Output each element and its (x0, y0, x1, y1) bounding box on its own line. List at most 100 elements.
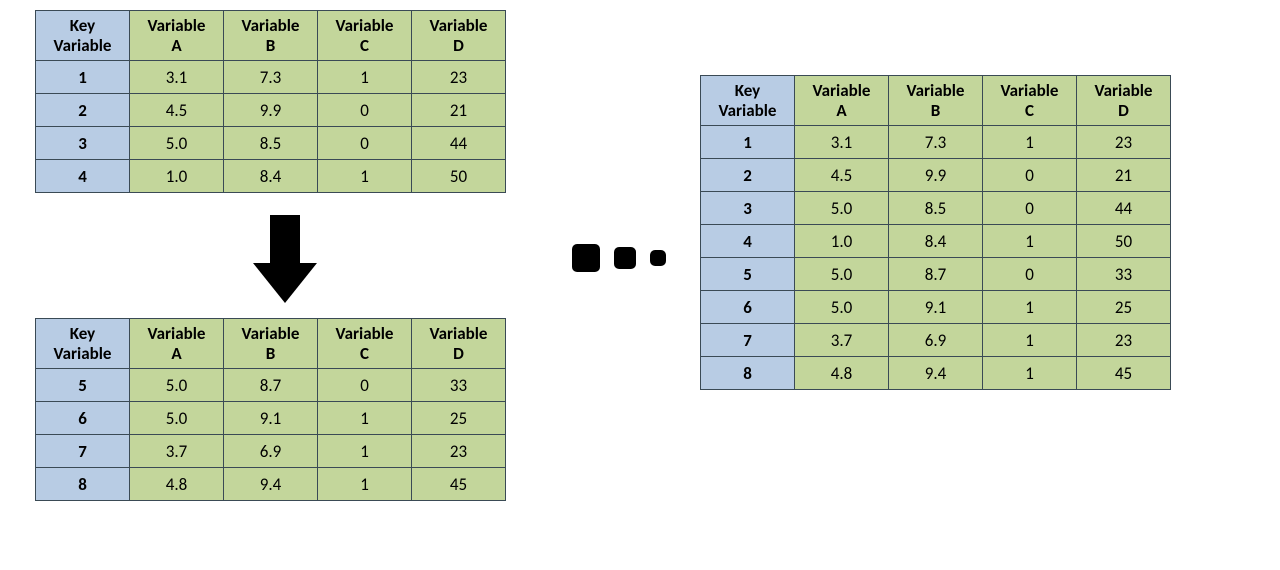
col-key-header: KeyVariable (36, 319, 130, 369)
cell-c: 1 (318, 61, 412, 94)
table-row: 4 1.0 8.4 1 50 (36, 160, 506, 193)
header-text: VariableD (430, 323, 488, 364)
cell-key: 7 (701, 324, 795, 357)
cell-b: 9.9 (889, 159, 983, 192)
cell-c: 0 (983, 258, 1077, 291)
cell-a: 5.0 (130, 127, 224, 160)
col-a-header: VariableA (130, 319, 224, 369)
cell-d: 33 (412, 369, 506, 402)
table-bottom-left: KeyVariable VariableA VariableB Variable… (35, 318, 506, 501)
cell-d: 21 (412, 94, 506, 127)
cell-c: 1 (318, 435, 412, 468)
cell-b: 8.4 (224, 160, 318, 193)
cell-d: 45 (1077, 357, 1171, 390)
table-row: 6 5.0 9.1 1 25 (36, 402, 506, 435)
col-b-header: VariableB (224, 319, 318, 369)
cell-a: 5.0 (795, 258, 889, 291)
cell-c: 1 (983, 324, 1077, 357)
header-text: KeyVariable (54, 323, 112, 364)
col-a-header: VariableA (795, 76, 889, 126)
cell-b: 7.3 (889, 126, 983, 159)
header-text: KeyVariable (719, 80, 777, 121)
cell-key: 7 (36, 435, 130, 468)
cell-a: 4.5 (795, 159, 889, 192)
cell-key: 3 (36, 127, 130, 160)
cell-a: 4.5 (130, 94, 224, 127)
cell-a: 4.8 (130, 468, 224, 501)
cell-a: 5.0 (795, 291, 889, 324)
table-row: 5 5.0 8.7 0 33 (701, 258, 1171, 291)
cell-b: 9.1 (889, 291, 983, 324)
table-row: 1 3.1 7.3 1 23 (36, 61, 506, 94)
cell-b: 9.9 (224, 94, 318, 127)
cell-c: 1 (318, 402, 412, 435)
cell-c: 1 (318, 160, 412, 193)
cell-key: 1 (701, 126, 795, 159)
cell-d: 25 (412, 402, 506, 435)
cell-b: 8.5 (224, 127, 318, 160)
cell-key: 6 (701, 291, 795, 324)
cell-b: 7.3 (224, 61, 318, 94)
table-row: 3 5.0 8.5 0 44 (701, 192, 1171, 225)
table-row: 2 4.5 9.9 0 21 (701, 159, 1171, 192)
cell-a: 1.0 (795, 225, 889, 258)
ellipsis-icon (572, 244, 666, 272)
cell-d: 44 (1077, 192, 1171, 225)
cell-c: 0 (983, 192, 1077, 225)
col-c-header: VariableC (983, 76, 1077, 126)
arrow-down-icon (253, 215, 317, 303)
cell-key: 1 (36, 61, 130, 94)
cell-b: 9.1 (224, 402, 318, 435)
cell-d: 23 (412, 61, 506, 94)
col-key-header: KeyVariable (36, 11, 130, 61)
table-right: KeyVariable VariableA VariableB Variable… (700, 75, 1171, 390)
header-text: VariableB (907, 80, 965, 121)
col-d-header: VariableD (1077, 76, 1171, 126)
cell-d: 23 (1077, 324, 1171, 357)
col-c-header: VariableC (318, 11, 412, 61)
cell-d: 44 (412, 127, 506, 160)
cell-a: 5.0 (795, 192, 889, 225)
header-row: KeyVariable VariableA VariableB Variable… (36, 11, 506, 61)
table-row: 7 3.7 6.9 1 23 (701, 324, 1171, 357)
cell-b: 8.7 (224, 369, 318, 402)
col-b-header: VariableB (224, 11, 318, 61)
cell-d: 33 (1077, 258, 1171, 291)
cell-key: 8 (701, 357, 795, 390)
header-text: VariableD (430, 15, 488, 56)
table-row: 6 5.0 9.1 1 25 (701, 291, 1171, 324)
cell-a: 3.1 (130, 61, 224, 94)
col-b-header: VariableB (889, 76, 983, 126)
cell-b: 9.4 (889, 357, 983, 390)
cell-d: 45 (412, 468, 506, 501)
cell-a: 4.8 (795, 357, 889, 390)
table-row: 7 3.7 6.9 1 23 (36, 435, 506, 468)
header-text: VariableB (242, 323, 300, 364)
header-text: VariableC (1001, 80, 1059, 121)
cell-c: 0 (983, 159, 1077, 192)
col-d-header: VariableD (412, 11, 506, 61)
cell-a: 1.0 (130, 160, 224, 193)
cell-b: 8.7 (889, 258, 983, 291)
cell-key: 8 (36, 468, 130, 501)
cell-b: 9.4 (224, 468, 318, 501)
header-text: VariableC (336, 15, 394, 56)
cell-key: 4 (701, 225, 795, 258)
table-row: 8 4.8 9.4 1 45 (36, 468, 506, 501)
header-text: VariableB (242, 15, 300, 56)
cell-d: 23 (1077, 126, 1171, 159)
table-top-left: KeyVariable VariableA VariableB Variable… (35, 10, 506, 193)
cell-d: 23 (412, 435, 506, 468)
cell-c: 0 (318, 94, 412, 127)
table-row: 5 5.0 8.7 0 33 (36, 369, 506, 402)
cell-a: 3.1 (795, 126, 889, 159)
cell-a: 3.7 (795, 324, 889, 357)
cell-key: 6 (36, 402, 130, 435)
cell-c: 1 (983, 291, 1077, 324)
header-text: VariableC (336, 323, 394, 364)
cell-key: 5 (36, 369, 130, 402)
header-text: KeyVariable (54, 15, 112, 56)
header-row: KeyVariable VariableA VariableB Variable… (36, 319, 506, 369)
cell-c: 1 (983, 225, 1077, 258)
cell-a: 3.7 (130, 435, 224, 468)
